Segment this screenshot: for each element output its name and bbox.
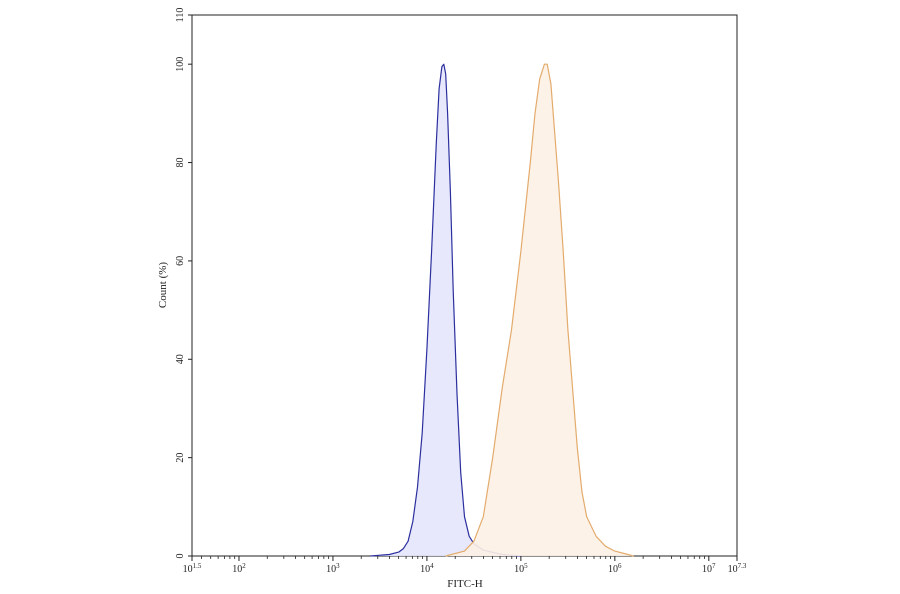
y-tick-label: 0 — [175, 554, 186, 559]
x-tick-label: 106 — [608, 562, 622, 575]
y-axis: 0 20 40 60 80 100 110 — [175, 8, 192, 559]
series-0-line — [370, 63, 521, 557]
series-layer — [370, 63, 634, 557]
series-1-line — [445, 63, 634, 557]
x-tick-label: 107 — [702, 562, 716, 575]
x-tick-label: 107.3 — [728, 562, 747, 575]
y-tick-label: 20 — [175, 453, 186, 463]
x-tick-label: 105 — [514, 562, 528, 575]
x-tick-label: 101.5 — [183, 562, 202, 575]
x-tick-label: 103 — [326, 562, 340, 575]
plot-frame — [191, 14, 738, 557]
y-tick-label: 100 — [175, 57, 186, 72]
x-tick-label: 102 — [232, 562, 246, 575]
y-tick-label: 60 — [175, 256, 186, 266]
x-tick-label: 104 — [420, 562, 434, 575]
series-0-area — [370, 64, 521, 556]
y-tick-label: 80 — [175, 158, 186, 168]
series-1-area — [445, 64, 634, 556]
y-axis-title: Count (%) — [157, 262, 169, 308]
y-tick-label: 40 — [175, 354, 186, 364]
x-axis-title: FITC-H — [447, 578, 483, 590]
x-axis: 101.5 102 103 104 105 106 107 107.3 — [183, 556, 747, 575]
y-tick-label: 110 — [175, 8, 186, 23]
